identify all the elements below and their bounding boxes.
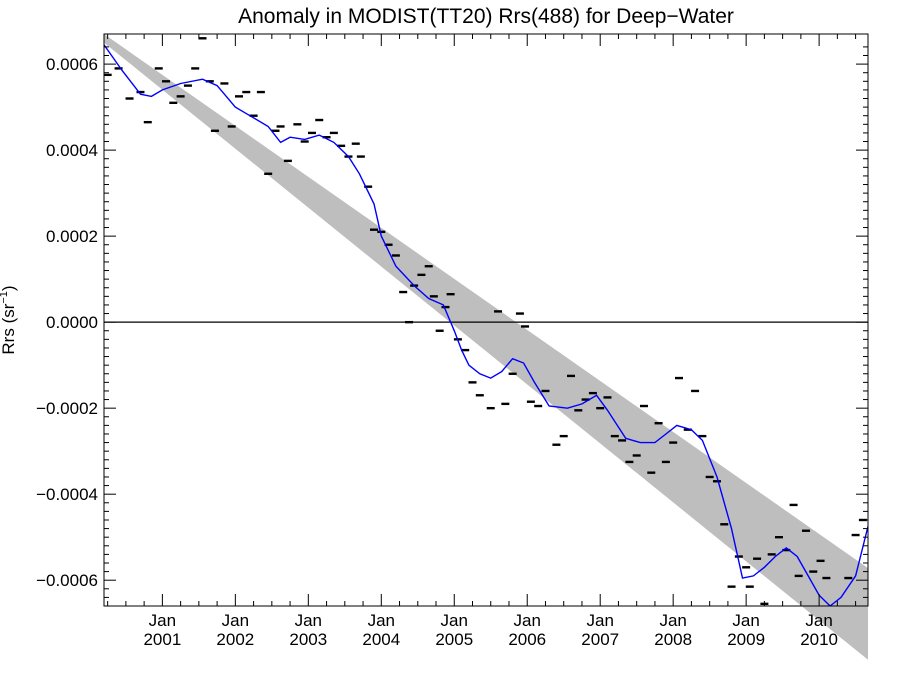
x-tick-month-label: Jan — [295, 611, 322, 630]
x-tick-month-label: Jan — [149, 611, 176, 630]
x-tick-year-label: 2003 — [289, 630, 327, 649]
chart-title: Anomaly in MODIST(TT20) Rrs(488) for Dee… — [238, 5, 734, 28]
y-tick-label: 0.0000 — [46, 313, 98, 332]
y-tick-label: −0.0006 — [36, 571, 98, 590]
x-tick-month-label: Jan — [222, 611, 249, 630]
y-axis-label-superscript: −1 — [0, 291, 10, 304]
plot-frame — [103, 33, 869, 607]
y-tick-label: 0.0002 — [46, 227, 98, 246]
x-tick-month-label: Jan — [732, 611, 759, 630]
x-tick-year-label: 2008 — [654, 630, 692, 649]
y-axis-label-main: Rrs (sr — [0, 303, 18, 354]
y-tick-label: −0.0002 — [36, 399, 98, 418]
y-axis-label-tail: ) — [0, 285, 18, 291]
x-tick-year-label: 2006 — [508, 630, 546, 649]
x-tick-month-label: Jan — [368, 611, 395, 630]
y-tick-label: −0.0004 — [36, 485, 98, 504]
y-tick-label: 0.0004 — [46, 141, 98, 160]
trend-band-overflow — [801, 606, 868, 660]
x-tick-year-label: 2010 — [800, 630, 838, 649]
x-tick-year-label: 2004 — [362, 630, 400, 649]
monthly-points — [104, 37, 867, 606]
x-axis: Jan2001Jan2002Jan2003Jan2004Jan2005Jan20… — [107, 34, 857, 649]
smooth-series-line — [104, 44, 868, 606]
y-axis-label: Rrs (sr−1) — [0, 285, 18, 354]
x-tick-year-label: 2007 — [581, 630, 619, 649]
y-axis: 0.0006 0.0004 0.0002 0.0000 −0.0002 −0.0004 −0… — [36, 46, 868, 598]
x-tick-year-label: 2001 — [143, 630, 181, 649]
x-tick-year-label: 2005 — [435, 630, 473, 649]
plot-area — [104, 34, 868, 606]
x-tick-month-label: Jan — [805, 611, 832, 630]
trend-band — [104, 34, 868, 606]
x-tick-month-label: Jan — [514, 611, 541, 630]
x-tick-month-label: Jan — [441, 611, 468, 630]
x-tick-month-label: Jan — [586, 611, 613, 630]
x-tick-month-label: Jan — [659, 611, 686, 630]
x-tick-year-label: 2009 — [727, 630, 765, 649]
x-tick-year-label: 2002 — [216, 630, 254, 649]
y-tick-label: 0.0006 — [46, 55, 98, 74]
